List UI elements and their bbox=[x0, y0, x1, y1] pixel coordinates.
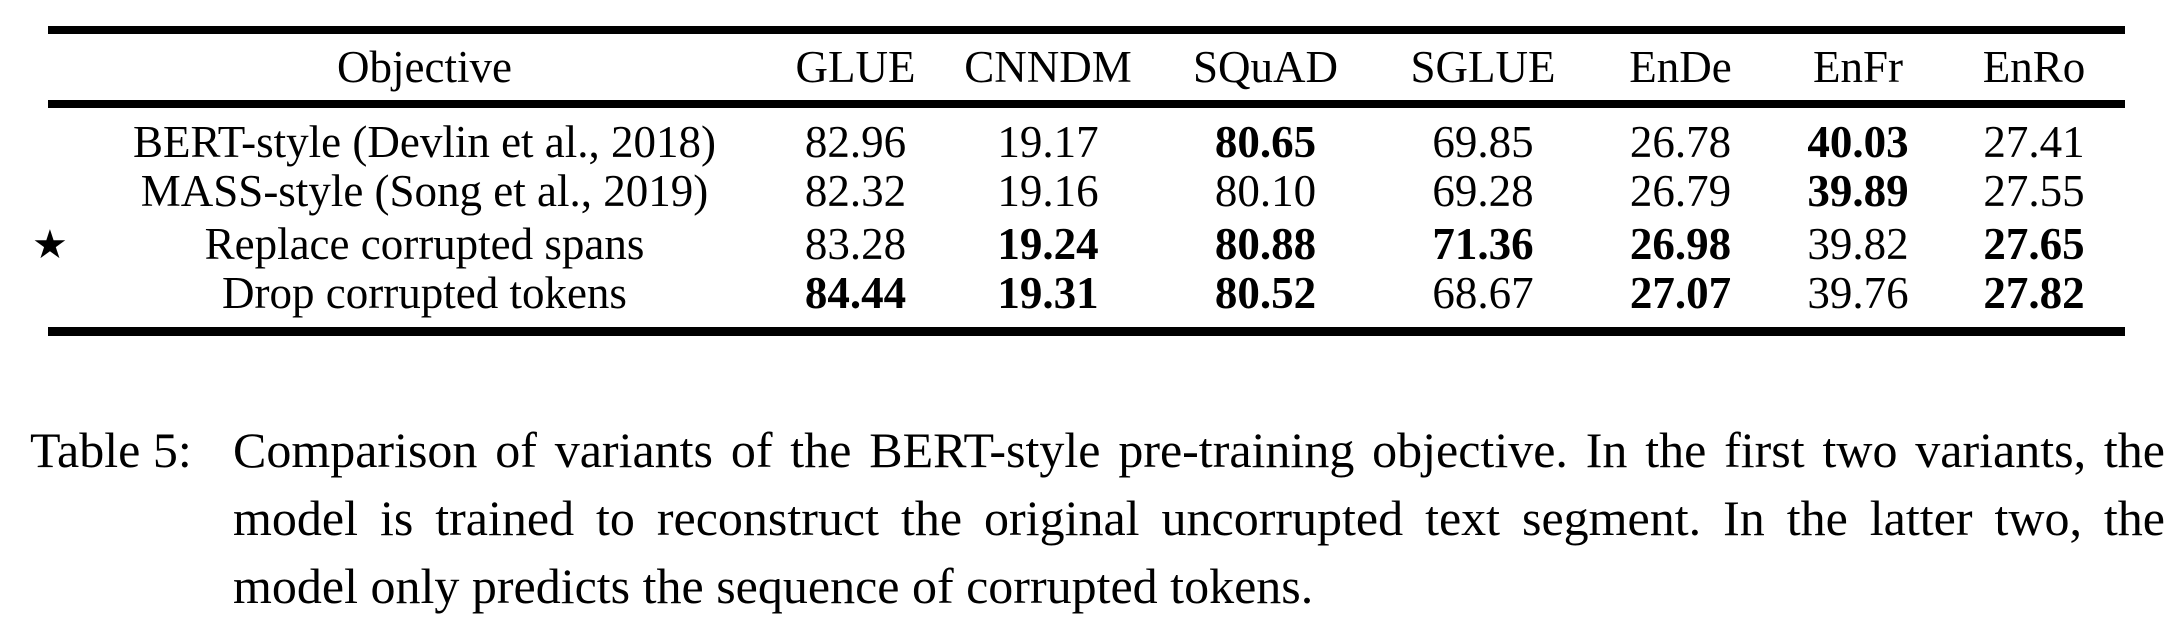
cell-enro: 27.82 bbox=[1983, 268, 2085, 318]
cell-squad: 80.10 bbox=[1214, 166, 1317, 216]
cell-enfr: 40.03 bbox=[1807, 117, 1909, 167]
cell-glue: 82.96 bbox=[804, 117, 907, 167]
cell-squad: 80.88 bbox=[1214, 219, 1317, 269]
caption-text: Comparison of variants of the BERT-style… bbox=[233, 422, 2165, 614]
column-header-enro: EnRo bbox=[1943, 30, 2125, 108]
cell-sglue: 68.67 bbox=[1432, 268, 1534, 318]
cell-squad: 80.65 bbox=[1214, 117, 1317, 167]
table-row: BERT-style (Devlin et al., 2018) 82.96 19.… bbox=[48, 104, 2125, 165]
results-table: Objective GLUE CNNDM SQuAD SGLUE EnDe EnFr EnRo… bbox=[32, 26, 2125, 336]
column-header-sglue: SGLUE bbox=[1378, 30, 1588, 108]
cell-glue: 84.44 bbox=[804, 268, 907, 318]
cell-sglue: 69.28 bbox=[1432, 166, 1534, 216]
cell-cnndm: 19.24 bbox=[997, 219, 1099, 269]
caption-label: Table 5: bbox=[30, 422, 192, 478]
cell-glue: 83.28 bbox=[804, 219, 907, 269]
row-label: ★ Replace corrupted spans bbox=[32, 219, 645, 269]
table-body: BERT-style (Devlin et al., 2018) 82.96 19.… bbox=[32, 104, 2125, 332]
cell-enro: 27.55 bbox=[1983, 166, 2085, 216]
cell-enro: 27.41 bbox=[1983, 117, 2085, 167]
row-label: BERT-style (Devlin et al., 2018) bbox=[132, 117, 717, 167]
cell-enfr: 39.82 bbox=[1807, 219, 1909, 269]
cell-squad: 80.52 bbox=[1214, 268, 1317, 318]
cell-ende: 26.79 bbox=[1629, 166, 1732, 216]
cell-enfr: 39.76 bbox=[1807, 268, 1909, 318]
cell-enfr: 39.89 bbox=[1807, 166, 1909, 216]
cell-sglue: 71.36 bbox=[1432, 219, 1534, 269]
cell-cnndm: 19.17 bbox=[997, 117, 1099, 167]
cell-cnndm: 19.31 bbox=[997, 268, 1099, 318]
cell-enro: 27.65 bbox=[1983, 219, 2085, 269]
column-header-objective: Objective bbox=[48, 30, 768, 108]
cell-cnndm: 19.16 bbox=[997, 166, 1099, 216]
star-icon: ★ bbox=[32, 221, 68, 268]
row-label: Drop corrupted tokens bbox=[222, 268, 627, 318]
table-row: Drop corrupted tokens 84.44 19.31 80.52 68.6… bbox=[48, 271, 2125, 332]
column-header-enfr: EnFr bbox=[1773, 30, 1943, 108]
column-header-squad: SQuAD bbox=[1153, 30, 1378, 108]
cell-ende: 26.98 bbox=[1629, 219, 1732, 269]
column-header-ende: EnDe bbox=[1588, 30, 1773, 108]
table-row: ★ Replace corrupted spans 83.28 19.24 80.88 7… bbox=[32, 218, 2125, 271]
table-caption: Table 5: Comparison of variants of the B… bbox=[30, 416, 2165, 620]
table-header-row: Objective GLUE CNNDM SQuAD SGLUE EnDe EnFr EnRo bbox=[48, 30, 2125, 108]
row-label: MASS-style (Song et al., 2019) bbox=[140, 166, 709, 216]
column-header-cnndm: CNNDM bbox=[943, 30, 1153, 108]
table-row: MASS-style (Song et al., 2019) 82.32 19.16… bbox=[48, 165, 2125, 218]
cell-ende: 27.07 bbox=[1629, 268, 1732, 318]
column-header-glue: GLUE bbox=[768, 30, 943, 108]
cell-ende: 26.78 bbox=[1629, 117, 1732, 167]
cell-sglue: 69.85 bbox=[1432, 117, 1534, 167]
cell-glue: 82.32 bbox=[804, 166, 907, 216]
